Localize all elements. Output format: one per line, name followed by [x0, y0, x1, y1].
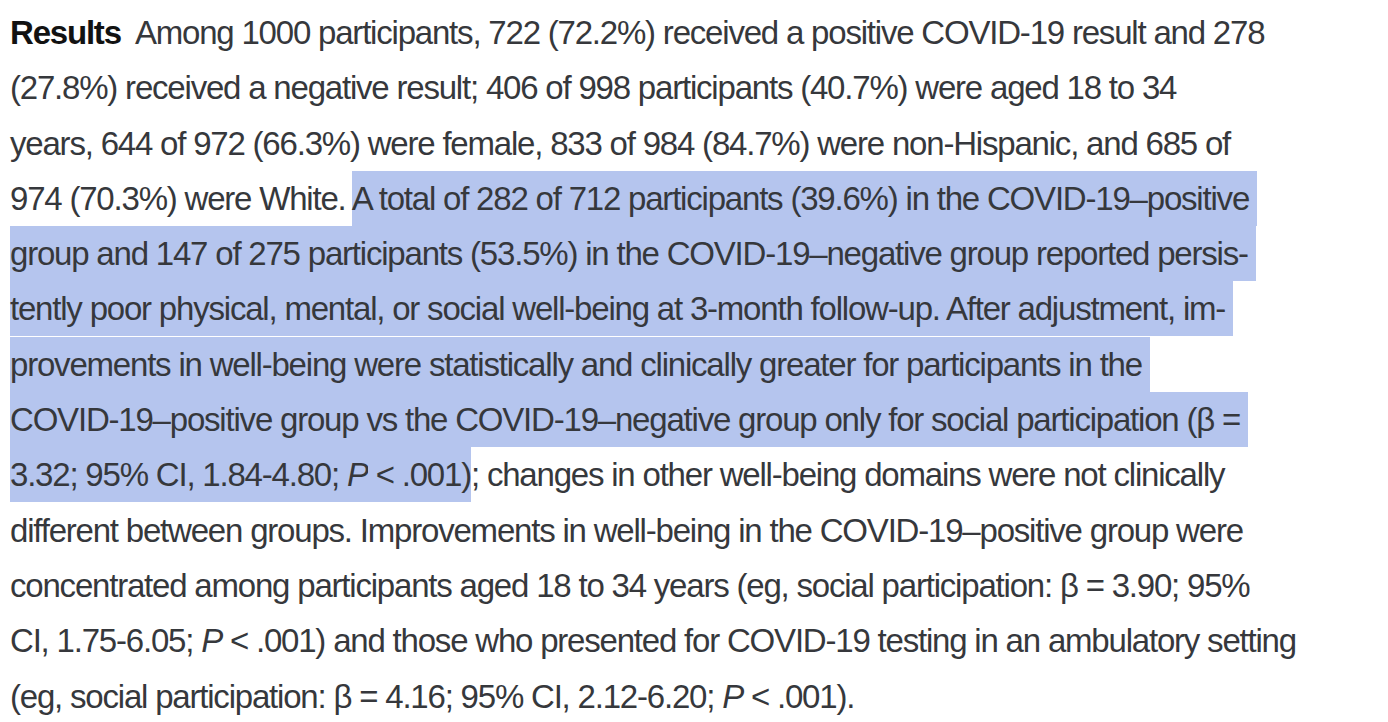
text-segment: Among 1000 participants, 722 (72.2%) rec…	[121, 14, 1264, 51]
text-segment: 974 (70.3%) were White.	[10, 180, 352, 217]
highlighted-text: group and 147 of 275 participants (53.5%…	[10, 226, 1256, 281]
text-segment: years, 644 of 972 (66.3%) were female, 8…	[10, 125, 1230, 162]
text-segment: P	[201, 622, 222, 659]
text-segment: < .001) and those who presented for COVI…	[222, 622, 1296, 659]
text-line: (27.8%) received a negative result; 406 …	[10, 60, 1382, 115]
highlighted-text: provements in well-being were statistica…	[10, 337, 1150, 392]
highlighted-text: tently poor physical, mental, or social …	[10, 281, 1233, 336]
text-line: 974 (70.3%) were White. A total of 282 o…	[10, 171, 1382, 226]
text-line: years, 644 of 972 (66.3%) were female, 8…	[10, 116, 1382, 171]
highlighted-text: < .001)	[368, 447, 471, 502]
text-line: (eg, social participation: β = 4.16; 95%…	[10, 669, 1382, 722]
page: { "page": { "background": "#ffffff", "te…	[0, 0, 1388, 722]
text-line: CI, 1.75-6.05; P < .001) and those who p…	[10, 613, 1382, 668]
text-line: different between groups. Improvements i…	[10, 503, 1382, 558]
text-line: group and 147 of 275 participants (53.5%…	[10, 226, 1382, 281]
text-line: concentrated among participants aged 18 …	[10, 558, 1382, 613]
text-segment: < .001).	[743, 678, 854, 715]
text-line: tently poor physical, mental, or social …	[10, 281, 1382, 336]
highlighted-text: COVID-19–positive group vs the COVID-19–…	[10, 392, 1248, 447]
results-label: Results	[10, 14, 121, 51]
text-line: provements in well-being were statistica…	[10, 337, 1382, 392]
highlighted-text: A total of 282 of 712 participants (39.6…	[352, 171, 1257, 226]
text-line: 3.32; 95% CI, 1.84-4.80; P < .001); chan…	[10, 447, 1382, 502]
highlighted-text: P	[347, 447, 368, 502]
text-segment: ; changes in other well-being domains we…	[471, 456, 1224, 493]
text-line: Results Among 1000 participants, 722 (72…	[10, 5, 1382, 60]
highlighted-text: 3.32; 95% CI, 1.84-4.80;	[10, 447, 347, 502]
text-segment: (27.8%) received a negative result; 406 …	[10, 69, 1176, 106]
text-segment: (eg, social participation: β = 4.16; 95%…	[10, 678, 722, 715]
text-segment: concentrated among participants aged 18 …	[10, 567, 1250, 604]
text-segment: P	[722, 678, 743, 715]
text-segment: different between groups. Improvements i…	[10, 512, 1243, 549]
text-segment: CI, 1.75-6.05;	[10, 622, 201, 659]
abstract-results-section: Results Among 1000 participants, 722 (72…	[0, 0, 1388, 722]
results-paragraph: Results Among 1000 participants, 722 (72…	[0, 0, 1388, 722]
text-line: COVID-19–positive group vs the COVID-19–…	[10, 392, 1382, 447]
